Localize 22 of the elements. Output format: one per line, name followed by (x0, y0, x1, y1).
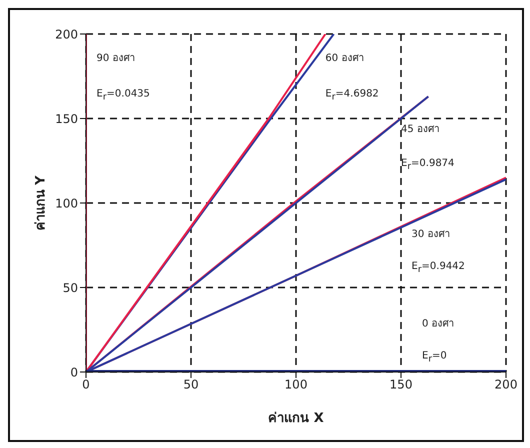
x-tick-label: 150 (390, 378, 412, 392)
y-tick-label: 50 (62, 280, 78, 295)
x-tick-label: 50 (183, 378, 199, 392)
x-tick-label: 0 (82, 378, 90, 392)
x-tick-label: 200 (494, 378, 518, 392)
annotation: 90 องศา (96, 53, 136, 64)
y-tick-label: 100 (55, 196, 78, 210)
x-tick-label: 100 (284, 378, 308, 392)
annotation: E$_{r}$=0.9442 (412, 260, 465, 275)
annotation: E$_{r}$=4.6982 (325, 88, 379, 102)
y-axis-title: ค่าแกน Y (34, 174, 49, 230)
annotation: 0 องศา (422, 318, 455, 330)
x-axis-title: ค่าแกน X (268, 411, 324, 426)
annotation: 45 องศา (401, 124, 440, 136)
annotation: 30 องศา (412, 228, 450, 240)
y-tick-label: 200 (55, 27, 78, 42)
annotation: 60 องศา (325, 53, 364, 64)
annotation: E$_{r}$=0.0435 (96, 88, 150, 102)
annotation: E$_{r}$=0 (422, 350, 447, 364)
annotation: E$_{r}$=0.9874 (401, 158, 454, 172)
y-tick-label: 150 (55, 112, 78, 126)
y-tick-label: 0 (70, 365, 78, 380)
